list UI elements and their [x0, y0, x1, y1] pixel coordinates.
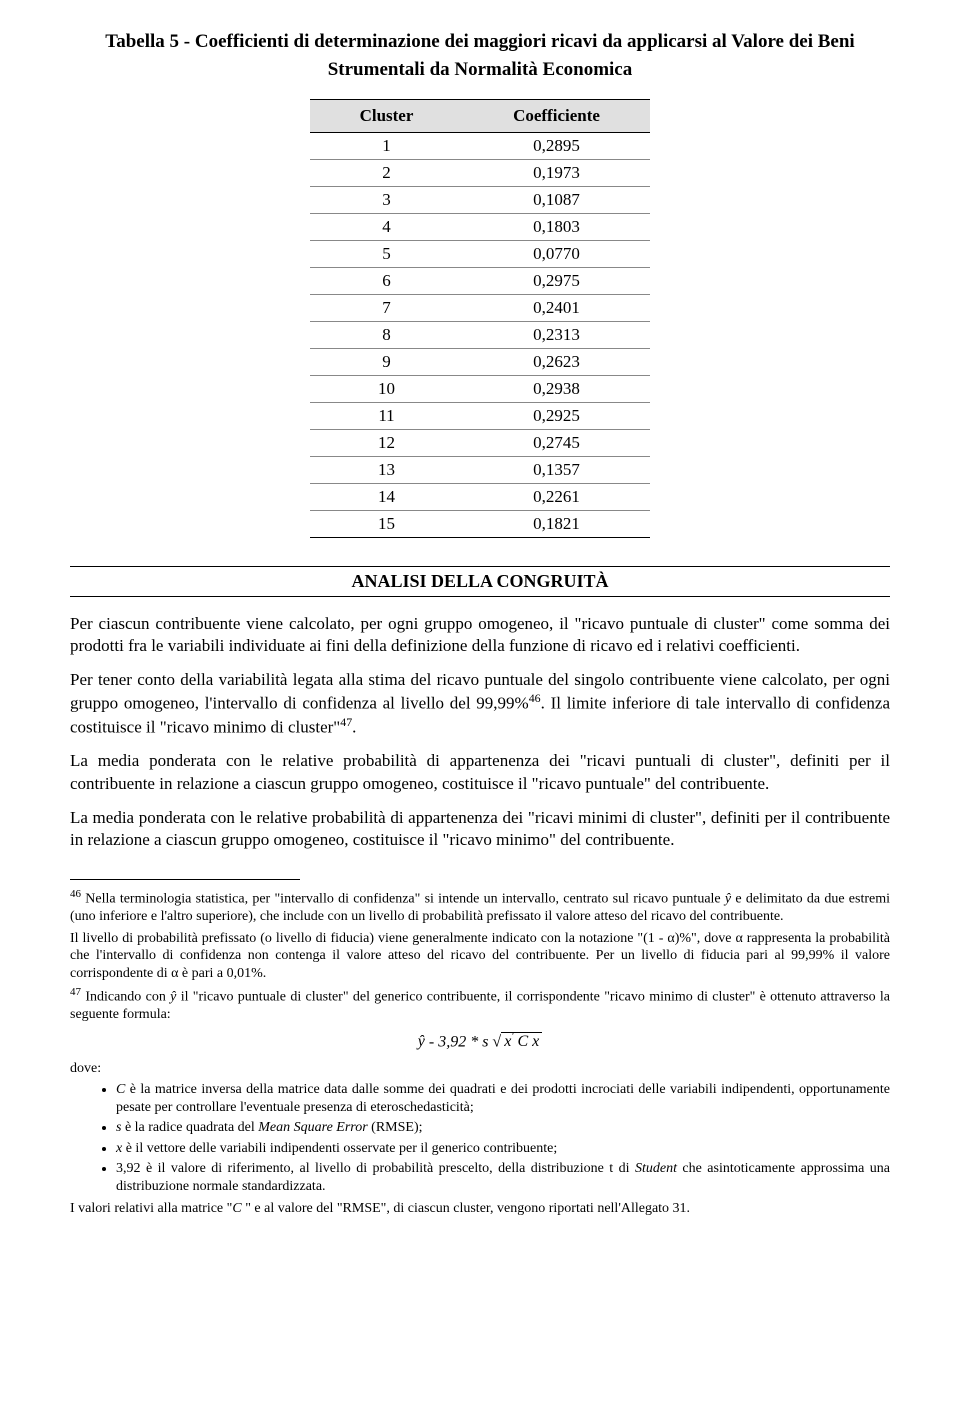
footnote-46-cont: Il livello di probabilità prefissato (o …: [70, 930, 890, 983]
cell-cluster: 3: [310, 186, 463, 213]
cell-coef: 0,1821: [463, 510, 650, 537]
sym-C: C: [116, 1082, 125, 1097]
fn-last-C: C: [232, 1201, 245, 1216]
table-row: 120,2745: [310, 429, 650, 456]
table-row: 150,1821: [310, 510, 650, 537]
cell-cluster: 12: [310, 429, 463, 456]
cell-coef: 0,2975: [463, 267, 650, 294]
bullet-s-b: (RMSE);: [368, 1120, 423, 1135]
bullet-s-ital: Mean Square Error: [258, 1120, 367, 1135]
bullet-x-text: è il vettore delle variabili indipendent…: [122, 1141, 557, 1156]
fn46-text-a: Nella terminologia statistica, per "inte…: [81, 892, 725, 907]
paragraph-2: Per tener conto della variabilità legata…: [70, 669, 890, 739]
fn-last-b: " e al valore del "RMSE", di ciascun clu…: [245, 1201, 690, 1216]
fn47-text-a: Indicando con: [81, 990, 170, 1005]
bullet-s-a: è la radice quadrata del: [121, 1120, 258, 1135]
cell-coef: 0,2261: [463, 483, 650, 510]
cell-cluster: 4: [310, 213, 463, 240]
cell-cluster: 5: [310, 240, 463, 267]
table-row: 50,0770: [310, 240, 650, 267]
coefficient-table: Cluster Coefficiente 10,2895 20,1973 30,…: [310, 99, 650, 538]
table-row: 110,2925: [310, 402, 650, 429]
section-header: ANALISI DELLA CONGRUITÀ: [70, 566, 890, 597]
formula: ŷ - 3,92 * s √x' C x: [70, 1032, 890, 1051]
cell-coef: 0,2401: [463, 294, 650, 321]
cell-coef: 0,1087: [463, 186, 650, 213]
list-item-C: C è la matrice inversa della matrice dat…: [116, 1081, 890, 1117]
cell-cluster: 9: [310, 348, 463, 375]
fn47-text-b: il "ricavo puntuale di cluster" del gene…: [70, 990, 890, 1023]
page-container: Tabella 5 - Coefficienti di determinazio…: [0, 0, 960, 1417]
cell-coef: 0,2313: [463, 321, 650, 348]
cell-cluster: 15: [310, 510, 463, 537]
table-row: 20,1973: [310, 159, 650, 186]
table-row: 80,2313: [310, 321, 650, 348]
paragraph-1: Per ciascun contribuente viene calcolato…: [70, 613, 890, 657]
table-row: 140,2261: [310, 483, 650, 510]
footnote-separator: [70, 879, 300, 880]
cell-coef: 0,1973: [463, 159, 650, 186]
cell-coef: 0,1803: [463, 213, 650, 240]
col-header-coef: Coefficiente: [463, 99, 650, 132]
cell-cluster: 6: [310, 267, 463, 294]
paragraph-3: La media ponderata con le relative proba…: [70, 750, 890, 794]
col-header-cluster: Cluster: [310, 99, 463, 132]
cell-cluster: 7: [310, 294, 463, 321]
table-row: 30,1087: [310, 186, 650, 213]
paragraph-4: La media ponderata con le relative proba…: [70, 807, 890, 851]
footnote-list: C è la matrice inversa della matrice dat…: [70, 1081, 890, 1196]
bullet-C-text: è la matrice inversa della matrice data …: [116, 1082, 890, 1115]
cell-cluster: 14: [310, 483, 463, 510]
footnote-num-46: 46: [70, 888, 81, 900]
cell-coef: 0,2745: [463, 429, 650, 456]
table-row: 100,2938: [310, 375, 650, 402]
table-row: 90,2623: [310, 348, 650, 375]
cell-coef: 0,1357: [463, 456, 650, 483]
table-row: 60,2975: [310, 267, 650, 294]
cell-cluster: 11: [310, 402, 463, 429]
dove-label: dove:: [70, 1061, 890, 1077]
table-row: 10,2895: [310, 132, 650, 159]
footnote-46: 46 Nella terminologia statistica, per "i…: [70, 888, 890, 926]
table-row: 40,1803: [310, 213, 650, 240]
cell-cluster: 8: [310, 321, 463, 348]
list-item-x: x è il vettore delle variabili indipende…: [116, 1140, 890, 1158]
title-main: Tabella 5 - Coefficienti di determinazio…: [70, 30, 890, 55]
table-row: 130,1357: [310, 456, 650, 483]
cell-coef: 0,2938: [463, 375, 650, 402]
cell-cluster: 13: [310, 456, 463, 483]
list-item-s: s è la radice quadrata del Mean Square E…: [116, 1119, 890, 1137]
table-body: 10,2895 20,1973 30,1087 40,1803 50,0770 …: [310, 132, 650, 537]
cell-cluster: 2: [310, 159, 463, 186]
footnote-ref-47: 47: [340, 715, 352, 729]
footnote-num-47: 47: [70, 986, 81, 998]
para2-text-c: .: [352, 717, 356, 736]
cell-cluster: 10: [310, 375, 463, 402]
bullet-392-a: 3,92 è il valore di riferimento, al live…: [116, 1161, 635, 1176]
title-sub: Strumentali da Normalità Economica: [70, 59, 890, 81]
cell-coef: 0,0770: [463, 240, 650, 267]
bullet-392-ital: Student: [635, 1161, 677, 1176]
list-item-392: 3,92 è il valore di riferimento, al live…: [116, 1160, 890, 1196]
footnote-47: 47 Indicando con ŷ il "ricavo puntuale d…: [70, 986, 890, 1024]
fn-last-a: I valori relativi alla matrice ": [70, 1201, 232, 1216]
footnote-ref-46: 46: [529, 691, 541, 705]
cell-coef: 0,2623: [463, 348, 650, 375]
cell-coef: 0,2925: [463, 402, 650, 429]
footnote-last: I valori relativi alla matrice "C " e al…: [70, 1200, 890, 1218]
table-row: 70,2401: [310, 294, 650, 321]
cell-coef: 0,2895: [463, 132, 650, 159]
cell-cluster: 1: [310, 132, 463, 159]
